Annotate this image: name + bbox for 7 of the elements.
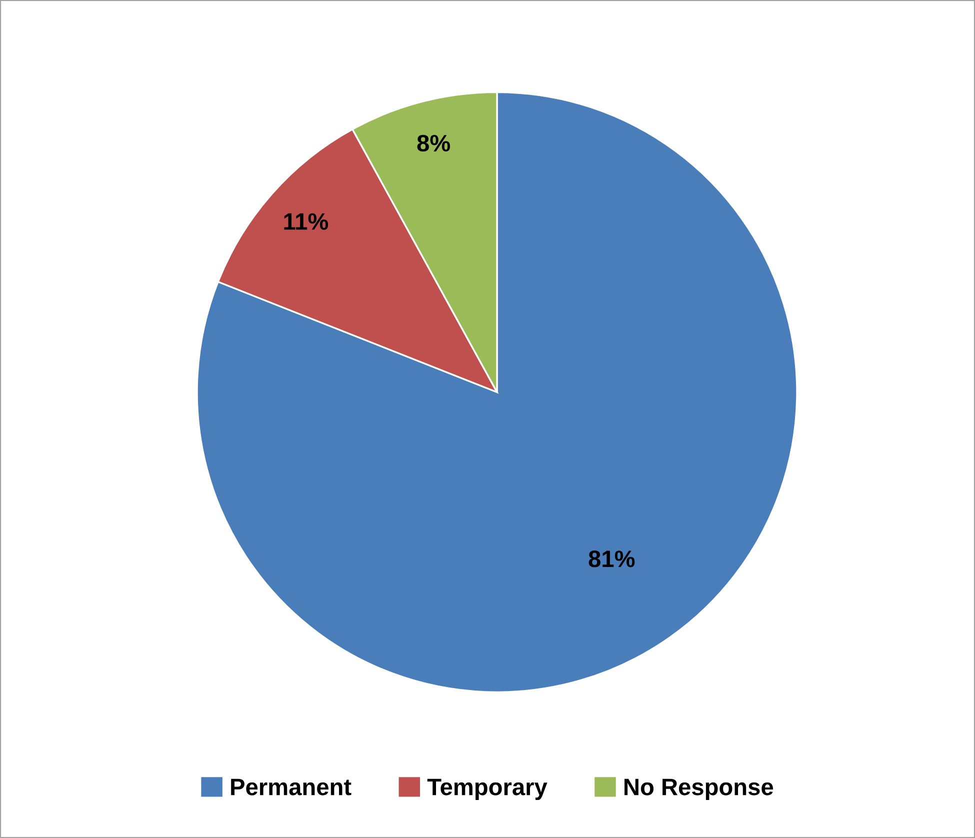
data-label: 11%	[284, 213, 328, 230]
pie-slice	[196, 91, 798, 693]
data-label: 81%	[588, 550, 635, 568]
legend-label: No Response	[624, 778, 774, 800]
data-label: 8%	[417, 134, 450, 152]
legend-label: Permanent	[231, 778, 352, 796]
legend-label: Temporary	[427, 778, 548, 800]
